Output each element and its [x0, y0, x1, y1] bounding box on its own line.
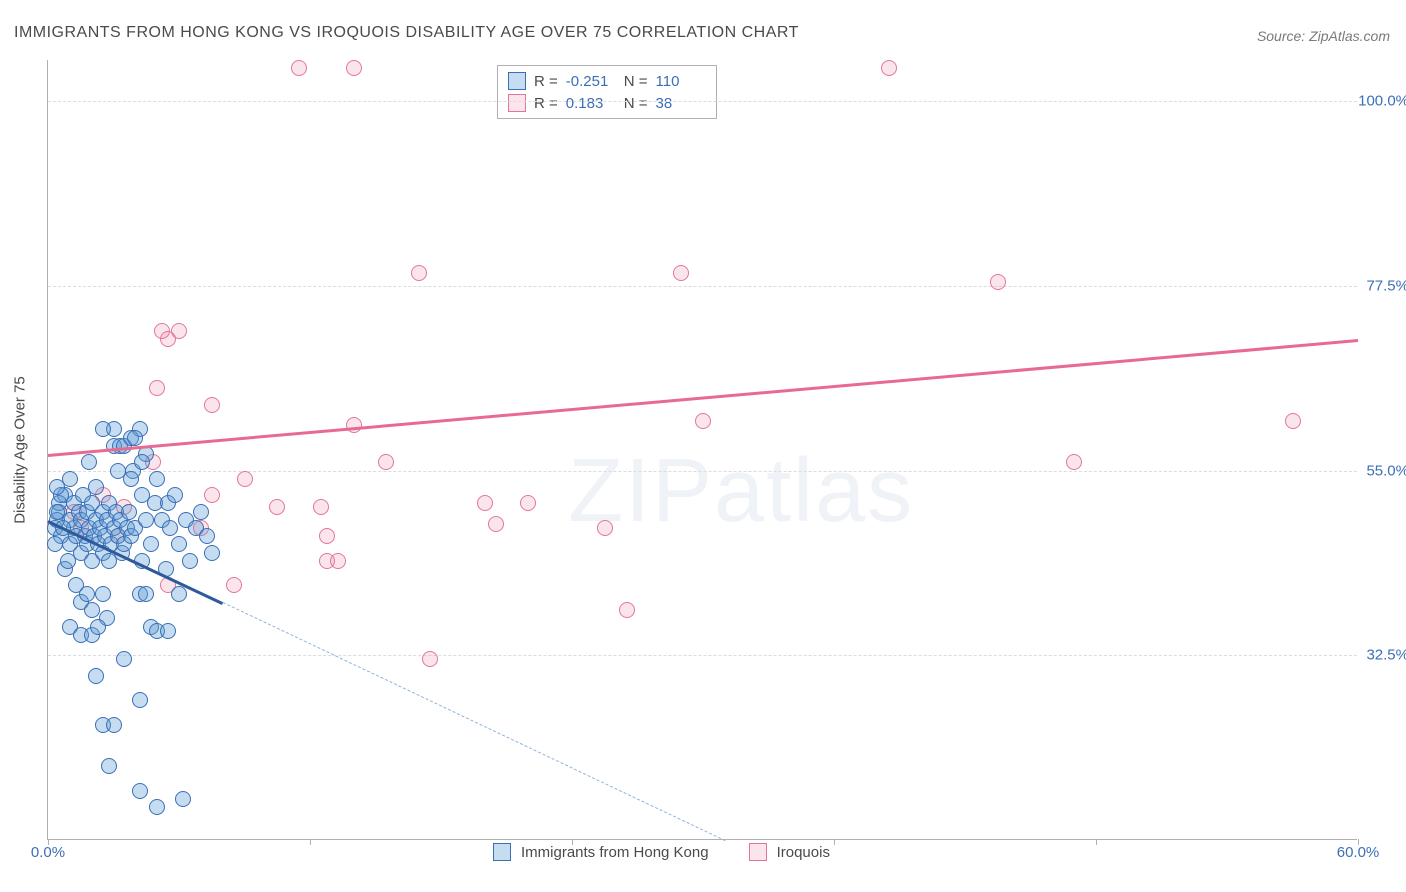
legend-series-label: Iroquois	[777, 844, 830, 861]
data-point-blue	[138, 586, 154, 602]
plot-area: Disability Age Over 75 ZIPatlas R =-0.25…	[47, 60, 1357, 840]
data-point-pink	[269, 499, 285, 515]
data-point-pink	[1285, 413, 1301, 429]
data-point-blue	[175, 791, 191, 807]
data-point-pink	[673, 265, 689, 281]
x-tick	[1096, 839, 1097, 845]
data-point-pink	[411, 265, 427, 281]
correlation-legend: R = -0.251 N = 110 R = 0.183 N = 38	[497, 65, 717, 119]
data-point-pink	[520, 495, 536, 511]
data-point-blue	[88, 479, 104, 495]
data-point-blue	[162, 520, 178, 536]
legend-swatch-blue	[493, 843, 511, 861]
data-point-blue	[204, 545, 220, 561]
legend-r-value: -0.251	[566, 73, 616, 90]
grid-line	[48, 286, 1357, 287]
data-point-pink	[1066, 454, 1082, 470]
data-point-blue	[160, 623, 176, 639]
legend-r-value: 0.183	[566, 95, 616, 112]
y-tick-label: 55.0%	[1366, 462, 1406, 479]
data-point-pink	[346, 417, 362, 433]
data-point-pink	[619, 602, 635, 618]
data-point-pink	[319, 528, 335, 544]
data-point-blue	[138, 512, 154, 528]
legend-n-label: N =	[624, 73, 648, 90]
legend-series-label: Immigrants from Hong Kong	[521, 844, 709, 861]
trend-line-blue-dashed	[222, 602, 725, 841]
legend-row: R = 0.183 N = 38	[508, 92, 706, 114]
data-point-blue	[134, 454, 150, 470]
data-point-blue	[101, 758, 117, 774]
data-point-blue	[95, 421, 111, 437]
data-point-blue	[199, 528, 215, 544]
legend-swatch-pink	[749, 843, 767, 861]
data-point-blue	[95, 586, 111, 602]
trend-line-pink	[48, 339, 1358, 456]
data-point-blue	[49, 504, 65, 520]
chart-title: IMMIGRANTS FROM HONG KONG VS IROQUOIS DI…	[14, 24, 799, 42]
data-point-pink	[695, 413, 711, 429]
data-point-blue	[90, 619, 106, 635]
legend-r-label: R =	[534, 73, 558, 90]
data-point-blue	[171, 536, 187, 552]
data-point-pink	[226, 577, 242, 593]
data-point-pink	[477, 495, 493, 511]
y-tick-label: 77.5%	[1366, 277, 1406, 294]
series-legend: Immigrants from Hong Kong Iroquois	[493, 843, 860, 861]
data-point-pink	[597, 520, 613, 536]
data-point-blue	[182, 553, 198, 569]
data-point-pink	[346, 60, 362, 76]
data-point-pink	[881, 60, 897, 76]
legend-swatch-pink	[508, 94, 526, 112]
watermark: ZIPatlas	[568, 440, 914, 543]
grid-line	[48, 101, 1357, 102]
data-point-blue	[149, 799, 165, 815]
data-point-blue	[84, 602, 100, 618]
data-point-blue	[132, 783, 148, 799]
data-point-blue	[193, 504, 209, 520]
data-point-blue	[149, 471, 165, 487]
data-point-blue	[116, 651, 132, 667]
grid-line	[48, 655, 1357, 656]
x-tick-label: 60.0%	[1337, 844, 1380, 861]
y-tick-label: 100.0%	[1358, 93, 1406, 110]
legend-swatch-blue	[508, 72, 526, 90]
data-point-pink	[313, 499, 329, 515]
data-point-blue	[79, 586, 95, 602]
data-point-blue	[49, 479, 65, 495]
legend-n-value: 38	[656, 95, 706, 112]
data-point-blue	[171, 586, 187, 602]
data-point-blue	[132, 692, 148, 708]
data-point-blue	[143, 536, 159, 552]
legend-row: R = -0.251 N = 110	[508, 70, 706, 92]
data-point-blue	[127, 430, 143, 446]
data-point-pink	[330, 553, 346, 569]
data-point-blue	[60, 553, 76, 569]
data-point-pink	[291, 60, 307, 76]
data-point-blue	[167, 487, 183, 503]
data-point-pink	[204, 397, 220, 413]
data-point-pink	[422, 651, 438, 667]
data-point-blue	[88, 668, 104, 684]
y-axis-label: Disability Age Over 75	[12, 376, 29, 524]
legend-r-label: R =	[534, 95, 558, 112]
data-point-pink	[378, 454, 394, 470]
data-point-blue	[81, 454, 97, 470]
data-point-pink	[160, 331, 176, 347]
data-point-pink	[990, 274, 1006, 290]
data-point-pink	[237, 471, 253, 487]
data-point-pink	[488, 516, 504, 532]
y-tick-label: 32.5%	[1366, 647, 1406, 664]
data-point-blue	[47, 536, 63, 552]
data-point-pink	[204, 487, 220, 503]
legend-n-value: 110	[656, 73, 706, 90]
x-tick-label: 0.0%	[31, 844, 65, 861]
data-point-blue	[106, 717, 122, 733]
source-attribution: Source: ZipAtlas.com	[1257, 28, 1390, 44]
legend-n-label: N =	[624, 95, 648, 112]
data-point-pink	[149, 380, 165, 396]
data-point-blue	[123, 471, 139, 487]
data-point-blue	[121, 504, 137, 520]
x-tick	[310, 839, 311, 845]
